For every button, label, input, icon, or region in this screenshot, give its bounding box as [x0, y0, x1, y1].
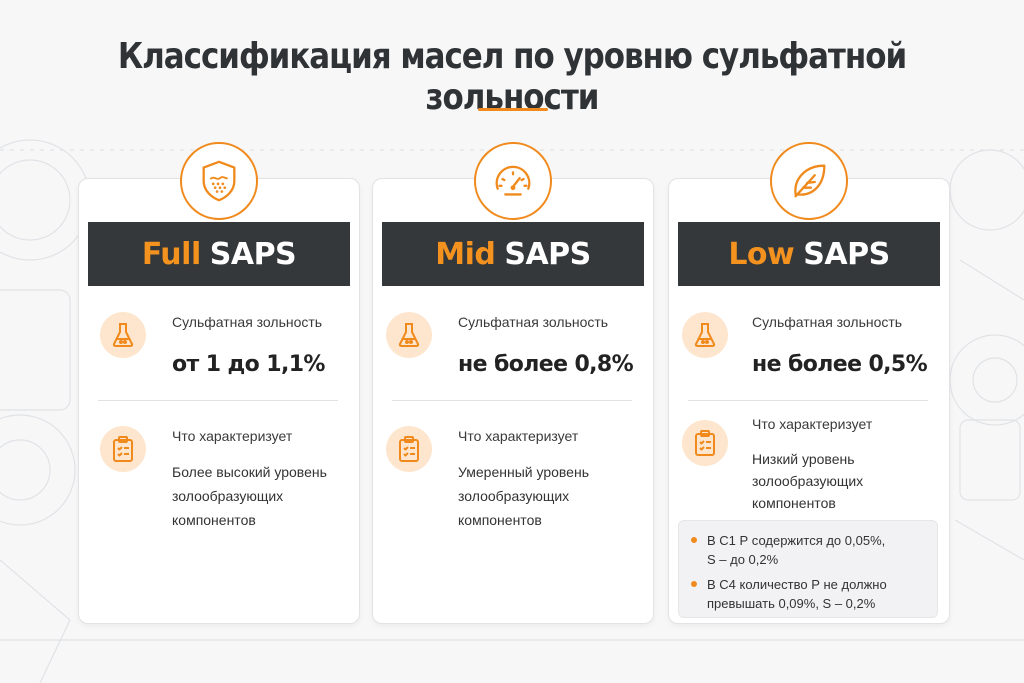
note-line: В С4 количество Р не должно [707, 577, 887, 592]
banner-full-saps: Full SAPS [88, 222, 350, 286]
page-title: Классификация масел по уровню сульфатной… [117, 36, 907, 118]
gauge-icon [474, 142, 552, 220]
ash-label: Сульфатная зольность [752, 314, 903, 330]
desc-line: золообразующих [172, 488, 284, 504]
desc-line: Низкий уровень [752, 451, 855, 467]
banner-mid-saps: Mid SAPS [382, 222, 644, 286]
ash-value: не более 0,8% [458, 352, 634, 377]
desc-line: компонентов [172, 512, 256, 528]
banner-accent: Low [728, 236, 795, 272]
bullet-dot-icon [691, 537, 697, 543]
char-label: Что характеризует [172, 428, 293, 444]
divider [98, 400, 338, 401]
flask-icon [682, 312, 728, 358]
desc-line: компонентов [458, 512, 542, 528]
divider [392, 400, 632, 401]
char-label: Что характеризует [752, 416, 873, 432]
desc-line: Более высокий уровень [172, 464, 327, 480]
char-label: Что характеризует [458, 428, 579, 444]
desc-line: золообразующих [752, 473, 864, 489]
note-line: В С1 Р содержится до 0,05%, [707, 533, 886, 548]
clipboard-icon [100, 426, 146, 472]
notes-box: В С1 Р содержится до 0,05%, S – до 0,2% … [678, 520, 938, 618]
title-underline [478, 108, 548, 111]
ash-value: не более 0,5% [752, 352, 928, 377]
flask-icon [100, 312, 146, 358]
desc-line: золообразующих [458, 488, 570, 504]
bullet-dot-icon [691, 581, 697, 587]
flask-icon [386, 312, 432, 358]
banner-accent: Full [141, 236, 201, 272]
ash-label: Сульфатная зольность [458, 314, 609, 330]
char-description: Низкий уровень золообразующих компоненто… [752, 448, 863, 514]
ash-label: Сульфатная зольность [172, 314, 323, 330]
banner-rest: SAPS [504, 236, 591, 272]
clipboard-icon [682, 420, 728, 466]
shield-icon [180, 142, 258, 220]
note-line: S – до 0,2% [707, 552, 779, 567]
leaf-icon [770, 142, 848, 220]
note-item: В С1 Р содержится до 0,05%, S – до 0,2% [691, 531, 927, 569]
desc-line: Умеренный уровень [458, 464, 589, 480]
banner-rest: SAPS [803, 236, 890, 272]
clipboard-icon [386, 426, 432, 472]
divider [688, 400, 928, 401]
ash-value: от 1 до 1,1% [172, 352, 325, 377]
desc-line: компонентов [752, 495, 836, 511]
char-description: Более высокий уровень золообразующих ком… [172, 460, 327, 532]
banner-rest: SAPS [209, 236, 297, 272]
banner-accent: Mid [435, 236, 496, 272]
char-description: Умеренный уровень золообразующих компоне… [458, 460, 589, 532]
banner-low-saps: Low SAPS [678, 222, 940, 286]
note-item: В С4 количество Р не должно превышать 0,… [691, 575, 927, 613]
note-line: превышать 0,09%, S – 0,2% [707, 596, 876, 611]
